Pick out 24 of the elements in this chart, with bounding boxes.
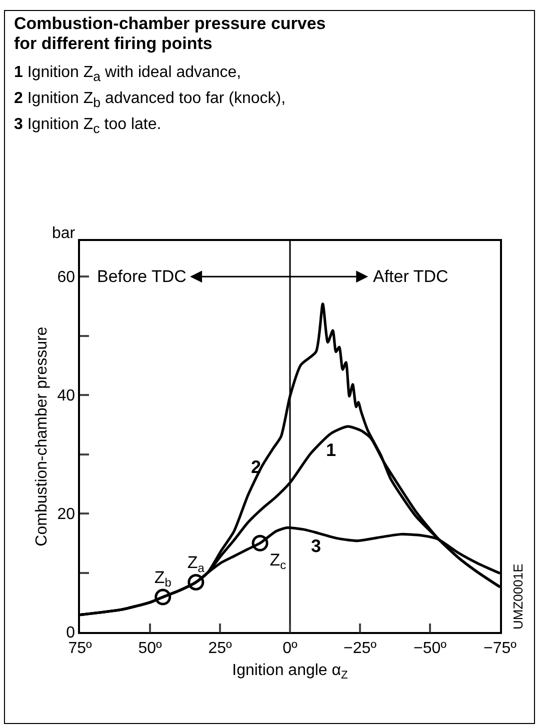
annotation: Before TDC (97, 267, 186, 286)
x-tick-label: −25º (344, 640, 377, 657)
text: bar (52, 225, 76, 242)
x-axis-title: Ignition angle α$_{Z}$ (232, 662, 348, 682)
data-label: Z$_{c}$ (270, 550, 286, 572)
series-label: 1 (326, 440, 336, 460)
y-tick-label: 40 (57, 388, 76, 405)
x-tick-label: 50º (138, 640, 162, 657)
y-axis-title: Combustion-chamber pressure (34, 326, 51, 546)
x-tick-label: 75º (68, 640, 92, 657)
x-tick-label: −75º (484, 640, 517, 657)
text: 1 Ignition Z$_{a}$ with ideal advance, 2 Ignition Z$_{b}$ advanced too far (knock), 3 Ignition Z$_{c}$ too late. (14, 64, 286, 137)
annotation: After TDC (373, 267, 448, 286)
y-tick-label: 20 (57, 506, 76, 524)
series-label: 3 (311, 536, 322, 556)
y-tick-label: 0 (66, 624, 76, 642)
text: UMZ0001E (510, 563, 526, 630)
x-tick-label: 25º (208, 640, 232, 657)
y-tick-label: 60 (57, 269, 76, 286)
data-label: Z$_{b}$ (154, 568, 172, 590)
chart-title: Combustion-chamber pressure curves for different firing points (14, 14, 327, 54)
x-tick-label: −50º (414, 640, 447, 657)
data-label: Z$_{a}$ (187, 553, 205, 575)
x-tick-label: 0º (282, 640, 298, 657)
